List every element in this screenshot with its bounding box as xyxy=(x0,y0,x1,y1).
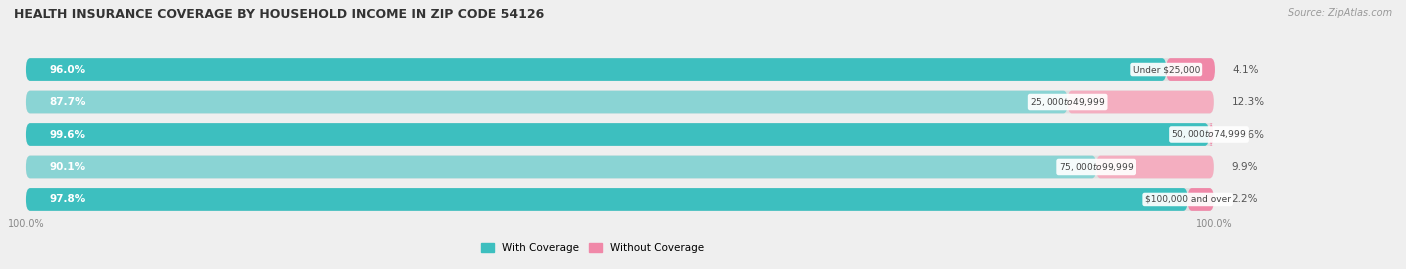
Text: 87.7%: 87.7% xyxy=(49,97,86,107)
FancyBboxPatch shape xyxy=(1097,155,1213,178)
FancyBboxPatch shape xyxy=(25,123,1209,146)
FancyBboxPatch shape xyxy=(25,91,1213,114)
Text: 90.1%: 90.1% xyxy=(49,162,86,172)
Text: 99.6%: 99.6% xyxy=(49,129,86,140)
Text: $50,000 to $74,999: $50,000 to $74,999 xyxy=(1171,129,1247,140)
Text: 100.0%: 100.0% xyxy=(7,219,44,229)
FancyBboxPatch shape xyxy=(1209,123,1213,146)
Text: $100,000 and over: $100,000 and over xyxy=(1144,195,1230,204)
FancyBboxPatch shape xyxy=(25,155,1097,178)
FancyBboxPatch shape xyxy=(25,188,1213,211)
Text: 9.9%: 9.9% xyxy=(1232,162,1258,172)
Text: 0.36%: 0.36% xyxy=(1232,129,1264,140)
Text: $75,000 to $99,999: $75,000 to $99,999 xyxy=(1059,161,1133,173)
Text: HEALTH INSURANCE COVERAGE BY HOUSEHOLD INCOME IN ZIP CODE 54126: HEALTH INSURANCE COVERAGE BY HOUSEHOLD I… xyxy=(14,8,544,21)
FancyBboxPatch shape xyxy=(1188,188,1213,211)
Text: 4.1%: 4.1% xyxy=(1233,65,1260,75)
FancyBboxPatch shape xyxy=(25,155,1213,178)
FancyBboxPatch shape xyxy=(25,91,1067,114)
FancyBboxPatch shape xyxy=(25,58,1166,81)
Text: $25,000 to $49,999: $25,000 to $49,999 xyxy=(1031,96,1105,108)
FancyBboxPatch shape xyxy=(25,188,1188,211)
FancyBboxPatch shape xyxy=(25,123,1213,146)
Text: 12.3%: 12.3% xyxy=(1232,97,1265,107)
Text: 96.0%: 96.0% xyxy=(49,65,86,75)
Text: 2.2%: 2.2% xyxy=(1232,194,1258,204)
Text: 100.0%: 100.0% xyxy=(1195,219,1232,229)
Text: Source: ZipAtlas.com: Source: ZipAtlas.com xyxy=(1288,8,1392,18)
FancyBboxPatch shape xyxy=(1067,91,1213,114)
Legend: With Coverage, Without Coverage: With Coverage, Without Coverage xyxy=(481,243,704,253)
Text: Under $25,000: Under $25,000 xyxy=(1133,65,1199,74)
FancyBboxPatch shape xyxy=(25,58,1213,81)
Text: 97.8%: 97.8% xyxy=(49,194,86,204)
FancyBboxPatch shape xyxy=(1166,58,1215,81)
